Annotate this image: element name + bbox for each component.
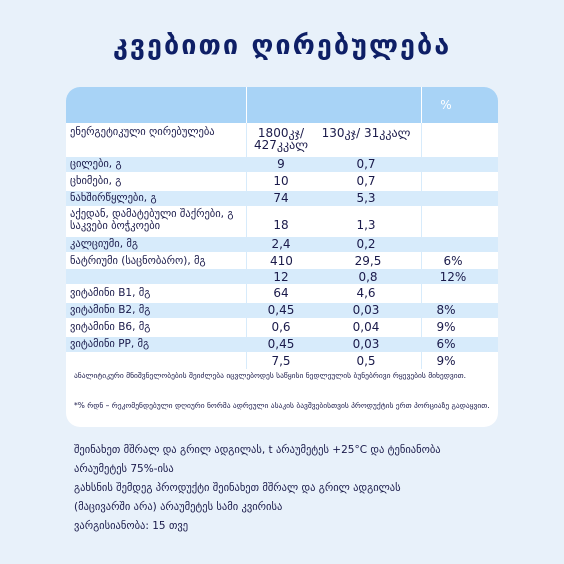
row-value-per-portion: 5,3 xyxy=(356,191,376,205)
row-label: ნახშირწყლები, გ xyxy=(70,192,157,204)
table-row: ვიტამინი B1, მგ 64 4,6 xyxy=(66,286,498,301)
storage-line-2: არაუმეტეს 75%-ისა xyxy=(74,463,174,475)
row-value-per-portion: 1,3 xyxy=(356,218,376,232)
storage-line-3: გახსნის შემდეგ პროდუქტი შეინახეთ მშრალ დ… xyxy=(74,482,401,494)
row-pct: 6% 12% xyxy=(439,254,467,284)
row-value-per-portion: 0,5 xyxy=(356,354,376,368)
row-value-per-100g: 0,6 xyxy=(271,320,291,334)
table-footnote: *% რდნ – რეკომენდებული დღიური ნორმა ადრე… xyxy=(74,401,490,410)
header-divider xyxy=(421,87,422,123)
row-value-per-portion: 0,03 xyxy=(352,303,380,317)
table-row: 7,5 0,5 9% xyxy=(66,354,498,369)
row-value-per-100g: 2,4 xyxy=(271,237,291,251)
header-pct: % xyxy=(440,98,452,112)
row-label: ენერგეტიკული ღირებულება xyxy=(70,126,215,138)
row-value-per-100g: 64 xyxy=(273,286,289,300)
row-label: ცხიმები, გ xyxy=(70,175,122,187)
row-value-per-100g: 410 12 xyxy=(270,254,293,284)
storage-line-1: შეინახეთ მშრალ და გრილ ადგილას, t არაუმე… xyxy=(74,444,441,456)
table-row: ვიტამინი PP, მგ 0,45 0,03 6% xyxy=(66,337,498,352)
row-value-per-100g: 9 xyxy=(277,157,285,171)
row-value-per-portion: 0,7 xyxy=(356,174,376,188)
row-value-per-portion: 0,04 xyxy=(352,320,380,334)
row-value-per-portion: 4,6 xyxy=(356,286,376,300)
table-row: ნახშირწყლები, გ 74 5,3 xyxy=(66,191,498,206)
table-row: ვიტამინი B2, მგ 0,45 0,03 8% xyxy=(66,303,498,318)
table-row: ცხიმები, გ 10 0,7 xyxy=(66,174,498,189)
row-value-per-100g: 10 xyxy=(273,174,289,188)
row-value-per-portion: 0,2 xyxy=(356,237,376,251)
row-label: ნატრიუმი (საცნობარო), მგ xyxy=(70,255,206,267)
row-label: ვიტამინი PP, მგ xyxy=(70,338,150,350)
table-row: ცილები, გ 9 0,7 xyxy=(66,157,498,172)
page-title: კვებითი ღირებულება xyxy=(112,30,452,61)
table-row: აქედან, დამატებული შაქრები, გ საკვები ბო… xyxy=(66,207,498,243)
row-pct: 8% xyxy=(436,303,456,317)
row-label: ვიტამინი B2, მგ xyxy=(70,304,151,316)
table-header: % xyxy=(66,87,498,123)
row-value-per-portion: 130კჯ/ 31კკალ xyxy=(321,126,411,140)
row-value-per-100g: 18 xyxy=(273,218,289,232)
row-value-per-portion: 29,5 0,8 xyxy=(354,254,382,284)
row-label: ვიტამინი B1, მგ xyxy=(70,287,151,299)
table-row: ვიტამინი B6, მგ 0,6 0,04 9% xyxy=(66,320,498,335)
table-row-sodium: ნატრიუმი (საცნობარო), მგ 410 12 29,5 0,8… xyxy=(66,253,498,285)
row-value-per-100g: 0,45 xyxy=(267,303,295,317)
row-pct: 6% xyxy=(436,337,456,351)
table-row xyxy=(66,269,498,284)
table-row-energy: ენერგეტიკული ღირებულება 1800კჯ/ 427კკალ … xyxy=(66,126,498,153)
row-value-per-portion: 0,7 xyxy=(356,157,376,171)
table-row: კალციუმი, მგ 2,4 0,2 xyxy=(66,237,498,252)
header-divider xyxy=(246,87,247,123)
row-value-per-100g: 0,45 xyxy=(267,337,295,351)
row-label: ცილები, გ xyxy=(70,158,122,170)
row-value-per-100g: 7,5 xyxy=(271,354,291,368)
storage-line-4: (მაცივარში არა) არაუმეტეს სამი კვირისა xyxy=(74,501,283,513)
row-label: კალციუმი, მგ xyxy=(70,238,138,250)
row-pct: 9% xyxy=(436,354,456,368)
row-label: აქედან, დამატებული შაქრები, გ საკვები ბო… xyxy=(70,208,234,232)
row-label: ვიტამინი B6, მგ xyxy=(70,321,151,333)
shelf-life: ვარგისიანობა: 15 თვე xyxy=(74,520,189,532)
row-value-per-100g: 1800კჯ/ 427კკალ xyxy=(253,126,309,152)
row-pct: 9% xyxy=(436,320,456,334)
row-value-per-100g: 74 xyxy=(273,191,289,205)
nutrition-table-card: % ენერგეტიკული ღირებულება 1800კჯ/ 427კკა… xyxy=(66,87,498,427)
row-value-per-portion: 0,03 xyxy=(352,337,380,351)
table-note: ანალიტიკური მნიშვნელობების შეიძლება იცვლ… xyxy=(74,371,466,380)
